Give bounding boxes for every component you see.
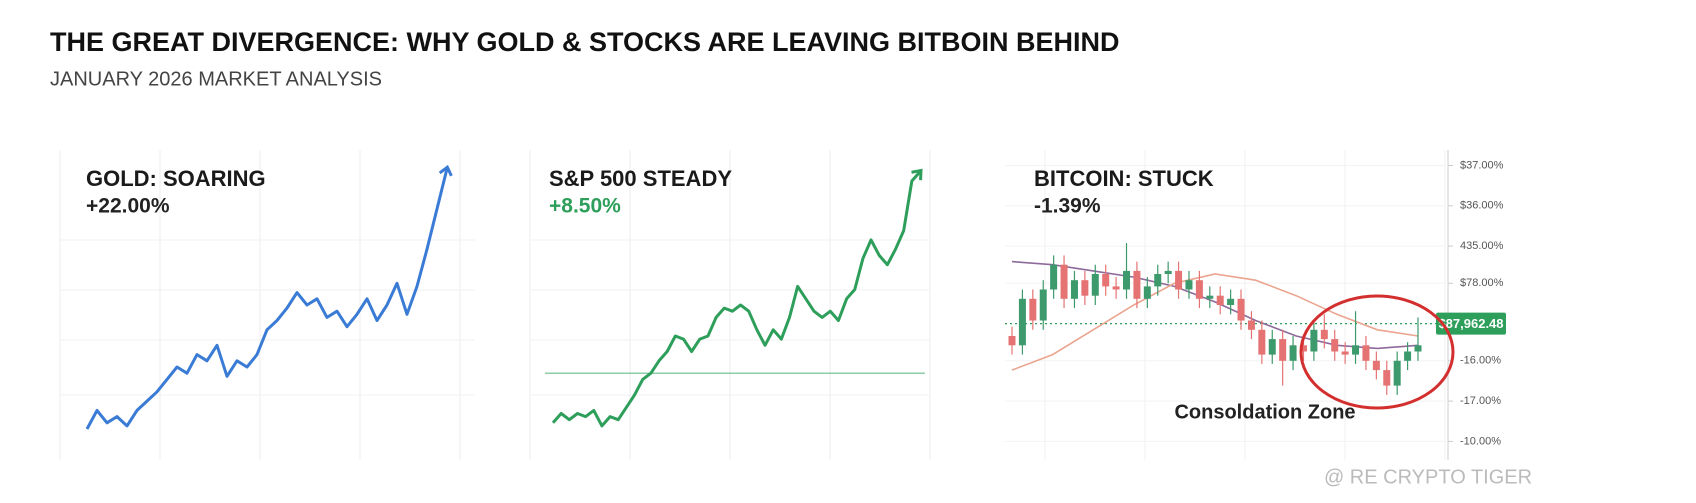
- candle-body: [1123, 270, 1131, 290]
- chart-title: S&P 500 STEADY: [549, 166, 732, 191]
- watermark: @ RE CRYPTO TIGER: [1324, 466, 1532, 488]
- chart-title: GOLD: SOARING: [86, 166, 266, 191]
- price-tag: [1436, 312, 1506, 335]
- candle-body: [1195, 280, 1203, 299]
- candle-body: [1102, 274, 1110, 287]
- line: [551, 168, 923, 428]
- candle-body: [1258, 329, 1266, 355]
- candle-body: [1216, 295, 1224, 305]
- candle-body: [1060, 264, 1068, 299]
- page-subtitle: JANUARY 2026 MARKET ANALYSIS: [50, 68, 382, 90]
- candle-body: [1414, 345, 1422, 352]
- candle-body: [1070, 280, 1078, 299]
- candle-body: [1133, 270, 1141, 299]
- candle-body: [1404, 351, 1412, 361]
- chart-title: BITCOIN: STUCK: [1034, 166, 1214, 191]
- candle-body: [1331, 339, 1339, 352]
- candle-body: [1383, 370, 1391, 386]
- candle-body: [1018, 298, 1026, 346]
- candle-body: [1029, 298, 1037, 321]
- candle-body: [1050, 264, 1058, 290]
- y-tick-label: $78.00%: [1460, 277, 1504, 289]
- line: [85, 164, 453, 430]
- candle-body: [1008, 336, 1016, 346]
- highlight-ellipse: [1299, 294, 1455, 410]
- charts: GOLD: SOARING +22.00% S&P 500 STEADY +8.50%…: [59, 150, 1506, 460]
- candle-body: [1206, 295, 1214, 299]
- candle-body: [1154, 274, 1162, 287]
- y-tick-label: -10.00%: [1460, 435, 1501, 447]
- price-label: $87,962.48: [1438, 316, 1503, 331]
- candle-body: [1112, 286, 1120, 290]
- candle-body: [1227, 298, 1235, 305]
- candle-body: [1299, 345, 1307, 352]
- candle-body: [1185, 280, 1193, 290]
- page-title: THE GREAT DIVERGENCE: WHY GOLD & STOCKS …: [50, 27, 1120, 57]
- candle-body: [1393, 360, 1401, 386]
- annotation: Consoldation Zone: [1174, 401, 1355, 423]
- candle-body: [1279, 339, 1287, 361]
- candle-body: [1237, 298, 1245, 321]
- y-tick-label: $36.00%: [1460, 200, 1504, 212]
- moving-average: [1011, 273, 1419, 371]
- candle-body: [1039, 289, 1047, 321]
- candle-body: [1247, 320, 1255, 330]
- candle-body: [1268, 339, 1276, 355]
- candle-body: [1320, 329, 1328, 340]
- candle-body: [1175, 270, 1183, 290]
- candle-body: [1164, 270, 1172, 274]
- candle-body: [1372, 360, 1380, 371]
- y-tick-label: -17.00%: [1460, 395, 1501, 407]
- candle-body: [1289, 345, 1297, 361]
- candle-body: [1341, 351, 1349, 355]
- candle-body: [1081, 280, 1089, 296]
- chart-change: -1.39%: [1034, 195, 1101, 218]
- candle-body: [1352, 345, 1360, 355]
- y-tick-label: $37.00%: [1460, 159, 1504, 171]
- chart-change: +8.50%: [549, 195, 621, 218]
- moving-average: [1011, 260, 1419, 350]
- y-tick-label: 435.00%: [1460, 240, 1504, 252]
- y-tick-label: -16.00%: [1460, 355, 1501, 367]
- chart-change: +22.00%: [86, 195, 170, 218]
- candle-body: [1091, 274, 1099, 296]
- candle-body: [1362, 345, 1370, 361]
- candle-body: [1310, 329, 1318, 352]
- candle-body: [1143, 286, 1151, 299]
